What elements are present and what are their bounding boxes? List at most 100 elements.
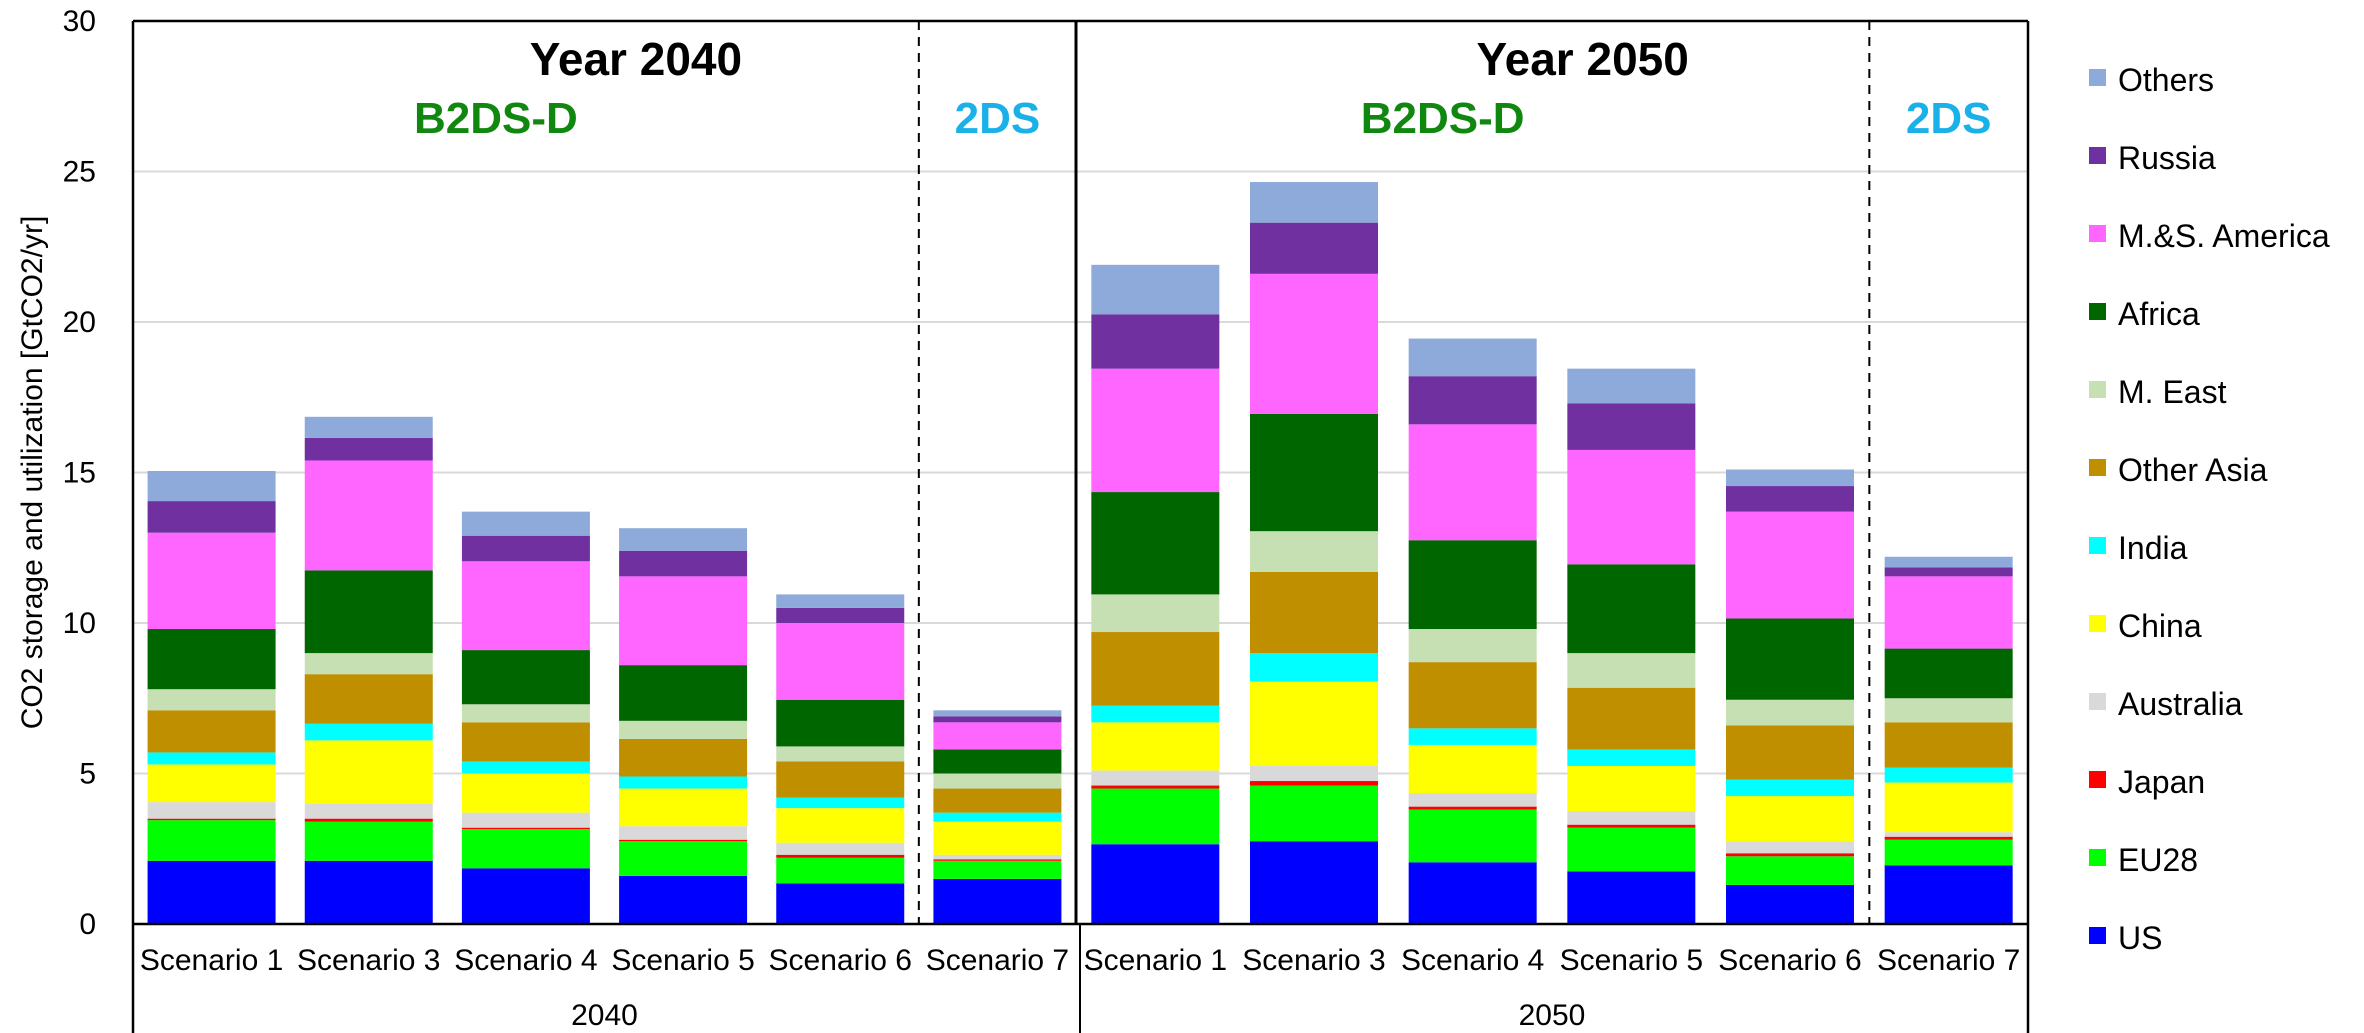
bar-2040-scenario-6-japan [776, 854, 905, 858]
y-tick-label-10: 10 [63, 607, 96, 640]
bar-2040-scenario-6-us [776, 883, 905, 924]
bar-2040-scenario-3-japan [304, 818, 433, 822]
bar-2050-scenario-4-m-s-america [1408, 424, 1537, 541]
legend-label-others: Others [2118, 62, 2214, 98]
bar-2040-scenario-6-m-s-america [776, 623, 905, 700]
bar-2050-scenario-4-other-asia [1408, 662, 1537, 729]
bar-2050-scenario-7-eu28 [1884, 839, 2013, 866]
bar-2040-scenario-5-australia [619, 826, 748, 840]
bar-2040-scenario-6-china [776, 808, 905, 843]
bar-2040-scenario-6-russia [776, 607, 905, 623]
bar-2040-scenario-4-eu28 [461, 829, 590, 869]
y-tick-label-30: 30 [63, 5, 96, 38]
legend-swatch-other-asia [2089, 459, 2106, 476]
bar-2050-scenario-1-africa [1091, 492, 1220, 595]
bar-2040-scenario-6-other-asia [776, 761, 905, 798]
bar-2050-scenario-4-india [1408, 728, 1537, 745]
y-tick-label-15: 15 [63, 457, 96, 490]
bar-2050-scenario-6-m-east [1726, 699, 1854, 726]
bar-2050-scenario-7-other-asia [1884, 722, 2013, 768]
bar-2050-scenario-6-japan [1726, 853, 1854, 857]
bar-2050-scenario-5-india [1567, 749, 1696, 766]
bar-2050-scenario-3-russia [1250, 222, 1378, 274]
bar-2040-scenario-6-m-east [776, 746, 905, 762]
bar-2050-scenario-1-china [1091, 722, 1220, 771]
bar-2040-scenario-3-us [304, 860, 433, 924]
bar-2050-scenario-5-japan [1567, 824, 1696, 828]
bar-2050-scenario-4-us [1408, 862, 1537, 924]
bar-2040-scenario-7-other-asia [933, 788, 1062, 813]
bar-2050-scenario-3-africa [1250, 413, 1378, 532]
bar-2050-scenario-5-other-asia [1567, 687, 1696, 750]
bar-2040-scenario-4-australia [461, 812, 590, 828]
bar-2050-scenario-7-japan [1884, 836, 2013, 840]
legend-label-japan: Japan [2118, 764, 2205, 800]
bar-2040-scenario-4-others [461, 511, 590, 536]
x-tick-label-2040-scenario-1: Scenario 1 [140, 944, 283, 977]
annotation-2ds-2040: 2DS [955, 94, 1041, 143]
bar-2040-scenario-3-china [304, 740, 433, 804]
bar-2040-scenario-7-russia [933, 716, 1062, 723]
bar-2040-scenario-5-us [619, 875, 748, 924]
y-axis-title: CO2 storage and utilization [GtCO2/yr] [16, 216, 49, 730]
bar-2040-scenario-4-africa [461, 650, 590, 705]
bar-2040-scenario-5-eu28 [619, 841, 748, 876]
bar-2050-scenario-6-us [1726, 884, 1854, 924]
x-tick-label-2050-scenario-6: Scenario 6 [1718, 944, 1861, 977]
bar-2040-scenario-4-m-s-america [461, 561, 590, 651]
bar-2040-scenario-7-africa [933, 749, 1062, 774]
bar-2050-scenario-4-japan [1408, 806, 1537, 810]
bar-2040-scenario-4-other-asia [461, 722, 590, 762]
bar-2050-scenario-4-eu28 [1408, 809, 1537, 863]
bar-2040-scenario-7-australia [933, 854, 1062, 860]
legend-label-india: India [2118, 530, 2188, 566]
annotation-title-2040: Year 2040 [530, 33, 742, 85]
bar-2040-scenario-5-russia [619, 550, 748, 577]
bar-2050-scenario-4-m-east [1408, 629, 1537, 663]
legend-swatch-us [2089, 927, 2106, 944]
bar-2040-scenario-3-m-s-america [304, 460, 433, 571]
legend-label-us: US [2118, 920, 2162, 956]
bar-2050-scenario-6-other-asia [1726, 725, 1854, 780]
legend-swatch-australia [2089, 693, 2106, 710]
x-tick-label-2050-scenario-7: Scenario 7 [1877, 944, 2020, 977]
bar-2040-scenario-1-us [147, 860, 276, 924]
bar-2040-scenario-3-india [304, 723, 433, 741]
bar-2050-scenario-3-m-s-america [1250, 273, 1378, 414]
bar-2040-scenario-6-india [776, 797, 905, 809]
bar-2040-scenario-1-japan [147, 818, 276, 821]
bar-2050-scenario-1-m-east [1091, 594, 1220, 633]
bar-2050-scenario-5-china [1567, 765, 1696, 812]
legend-label-russia: Russia [2118, 140, 2216, 176]
bar-2050-scenario-1-australia [1091, 770, 1220, 786]
bar-2050-scenario-7-us [1884, 865, 2013, 924]
bar-2040-scenario-5-japan [619, 839, 748, 842]
bar-2050-scenario-6-others [1726, 469, 1854, 487]
bar-2050-scenario-3-others [1250, 182, 1378, 223]
bar-2040-scenario-3-africa [304, 570, 433, 654]
x-tick-label-2040-scenario-4: Scenario 4 [454, 944, 597, 977]
bar-2050-scenario-1-m-s-america [1091, 368, 1220, 493]
bar-2040-scenario-4-m-east [461, 704, 590, 723]
legend-swatch-others [2089, 69, 2106, 86]
bar-2050-scenario-7-others [1884, 556, 2013, 568]
bar-2050-scenario-7-africa [1884, 648, 2013, 699]
x-tick-label-2050-scenario-3: Scenario 3 [1242, 944, 1385, 977]
legend-swatch-m-east [2089, 381, 2106, 398]
bar-2050-scenario-3-australia [1250, 765, 1378, 782]
bar-2050-scenario-3-india [1250, 653, 1378, 682]
bar-2040-scenario-1-m-east [147, 689, 276, 711]
bar-2050-scenario-6-china [1726, 796, 1854, 842]
y-tick-label-0: 0 [79, 908, 96, 941]
bar-2040-scenario-7-india [933, 812, 1062, 822]
x-tick-label-2050-scenario-1: Scenario 1 [1084, 944, 1227, 977]
bar-2040-scenario-1-africa [147, 629, 276, 690]
legend-swatch-africa [2089, 303, 2106, 320]
bar-2050-scenario-1-us [1091, 844, 1220, 924]
bar-2040-scenario-7-us [933, 878, 1062, 924]
bar-2050-scenario-1-eu28 [1091, 788, 1220, 845]
x-tick-label-2040-scenario-6: Scenario 6 [769, 944, 912, 977]
bar-2040-scenario-3-m-east [304, 653, 433, 675]
y-tick-label-5: 5 [79, 758, 96, 791]
bar-2050-scenario-1-other-asia [1091, 632, 1220, 706]
